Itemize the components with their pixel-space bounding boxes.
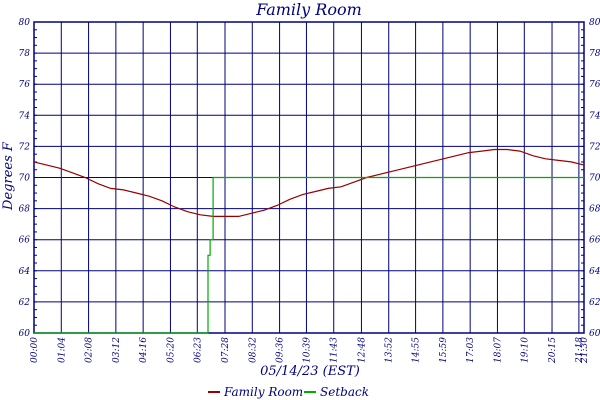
y-tick-label: 64	[19, 267, 31, 277]
y-tick-label: 80	[19, 18, 31, 28]
series-layer	[33, 148, 585, 334]
y-tick-label: 72	[19, 142, 31, 152]
y-tick-label: 60	[19, 329, 31, 339]
y-tick-label: 74	[19, 111, 31, 121]
x-tick-label: 00:00	[30, 337, 40, 363]
x-tick-label: 12:48	[357, 337, 367, 363]
y-tick-label-right: 72	[589, 142, 600, 152]
y-tick-label: 66	[19, 236, 31, 246]
x-tick-label: 02:08	[85, 337, 95, 363]
y-tick-labels-right: 60 62 64 66 68 70 72 74 76 78 80	[589, 18, 600, 339]
x-tick-label: 06:23	[193, 337, 203, 363]
y-tick-label-right: 78	[589, 49, 600, 59]
y-tick-label-right: 70	[589, 174, 600, 184]
x-tick-labels: 00:00 01:04 02:08 03:12 04:16 05:20 06:23 07:28…	[30, 337, 590, 364]
y-tick-label: 62	[19, 298, 31, 308]
y-tick-label-right: 64	[589, 267, 600, 277]
y-tick-label-right: 60	[589, 329, 600, 339]
y-tick-label-right: 74	[589, 111, 600, 121]
series-family-room-line	[33, 148, 585, 217]
legend-family-room-label: Family Room	[223, 385, 303, 399]
y-tick-label: 70	[19, 174, 31, 184]
x-axis-label: 05/14/23 (EST)	[260, 364, 360, 379]
x-tick-label: 09:36	[276, 337, 286, 363]
y-tick-label-right: 76	[589, 80, 600, 90]
x-tick-label: 17:03	[466, 337, 476, 363]
y-tick-label-right: 66	[589, 236, 600, 246]
y-tick-label-right: 62	[589, 298, 600, 308]
x-tick-label: 04:16	[139, 337, 149, 363]
x-tick-label: 18:07	[493, 337, 503, 363]
x-tick-label: 21:18	[575, 337, 585, 364]
x-tick-label: 11:43	[330, 337, 340, 363]
x-tick-label: 07:28	[221, 337, 231, 363]
x-tick-label: 10:39	[302, 337, 312, 363]
y-axis-label: Degrees F	[1, 141, 16, 211]
x-tick-label: 20:15	[548, 337, 558, 364]
x-tick-label: 15:59	[439, 337, 449, 363]
x-tick-label: 19:10	[520, 337, 530, 363]
legend-setback-label: Setback	[320, 385, 369, 399]
chart-title: Family Room	[255, 0, 362, 19]
x-tick-label: 13:52	[385, 337, 395, 363]
y-tick-labels-left: 60 62 64 66 68 70 72 74 76 78 80	[19, 18, 31, 339]
series-setback-line	[34, 176, 584, 334]
x-tick-label: 21:30	[580, 337, 590, 364]
x-tick-label: 05:20	[166, 337, 176, 363]
y-tick-label: 68	[19, 205, 31, 215]
x-tick-label: 14:55	[412, 337, 422, 363]
x-tick-label: 08:32	[248, 337, 258, 363]
y-tick-label: 76	[19, 80, 31, 90]
y-tick-label: 78	[19, 49, 31, 59]
y-tick-label-right: 68	[589, 205, 600, 215]
legend: Family Room Setback	[208, 385, 369, 399]
x-tick-label: 01:04	[57, 337, 67, 363]
y-tick-label-right: 80	[589, 18, 600, 28]
x-tick-label: 03:12	[112, 337, 122, 363]
